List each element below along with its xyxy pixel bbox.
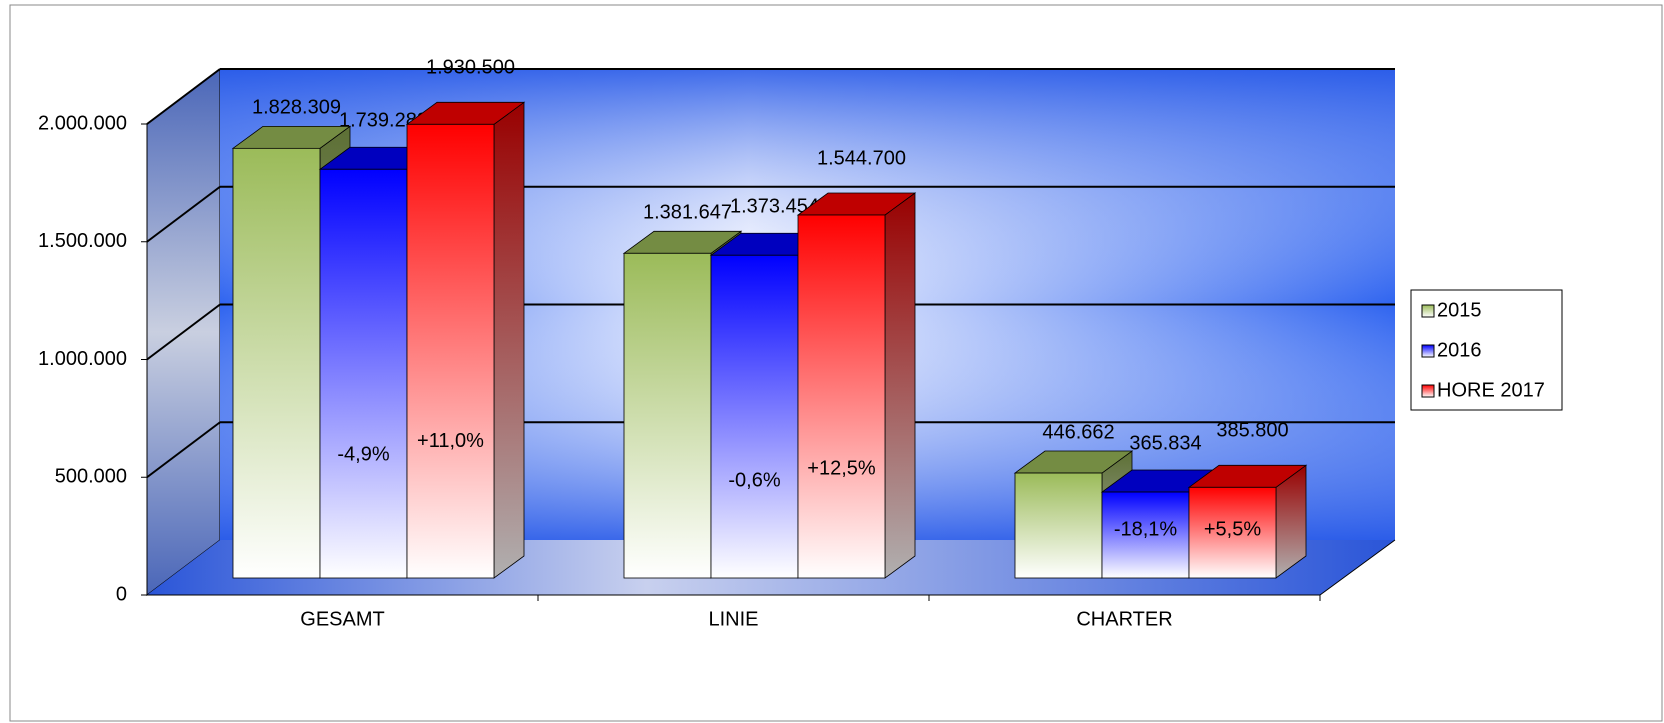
legend-swatch xyxy=(1421,304,1435,318)
bar xyxy=(232,147,321,579)
y-tick-label: 500.000 xyxy=(55,466,127,488)
legend-swatch xyxy=(1421,384,1435,398)
legend-label: 2015 xyxy=(1437,299,1482,321)
legend-label: 2016 xyxy=(1437,339,1482,361)
value-label: 365.834 xyxy=(1129,432,1201,454)
value-label: 1.930.500 xyxy=(426,57,515,79)
value-label: 385.800 xyxy=(1216,420,1288,442)
bar-side xyxy=(884,192,916,579)
y-tick-label: 0 xyxy=(116,583,127,605)
grid-line xyxy=(146,421,221,479)
x-tick-label: LINIE xyxy=(708,608,758,630)
grid-line xyxy=(146,303,221,361)
value-label: 1.381.647 xyxy=(643,202,732,224)
bar xyxy=(623,252,712,579)
value-label: 1.544.700 xyxy=(817,147,906,169)
y-tick-label: 2.000.000 xyxy=(38,112,127,134)
bar xyxy=(1101,491,1190,579)
x-tick-label: GESAMT xyxy=(300,608,384,630)
x-tick-label: CHARTER xyxy=(1076,608,1172,630)
bar xyxy=(710,254,799,579)
legend-swatch xyxy=(1421,344,1435,358)
change-label: +5,5% xyxy=(1204,518,1261,540)
change-label: +12,5% xyxy=(807,457,876,479)
change-label: -18,1% xyxy=(1114,518,1178,540)
bar xyxy=(1188,486,1277,579)
bar xyxy=(319,168,408,579)
legend-box xyxy=(1410,289,1563,411)
legend-label: HORE 2017 xyxy=(1437,379,1545,401)
value-label: 446.662 xyxy=(1042,421,1114,443)
change-label: +11,0% xyxy=(417,430,484,452)
bar xyxy=(1014,472,1103,579)
change-label: -4,9% xyxy=(337,444,389,466)
value-label: 1.373.454 xyxy=(730,196,819,218)
floor-edge xyxy=(1319,539,1396,596)
bar xyxy=(797,214,886,579)
grid-line xyxy=(146,185,221,243)
y-tick-label: 1.000.000 xyxy=(38,348,127,370)
bar-side xyxy=(493,101,525,579)
bar xyxy=(406,123,495,579)
legend: 2015 2016 HORE 2017 xyxy=(1410,289,1563,411)
value-label: 1.739.288 xyxy=(339,110,428,132)
change-label: -0,6% xyxy=(728,469,780,491)
grid-line xyxy=(146,68,221,125)
value-label: 1.828.309 xyxy=(252,97,341,119)
y-tick-label: 1.500.000 xyxy=(38,230,127,252)
